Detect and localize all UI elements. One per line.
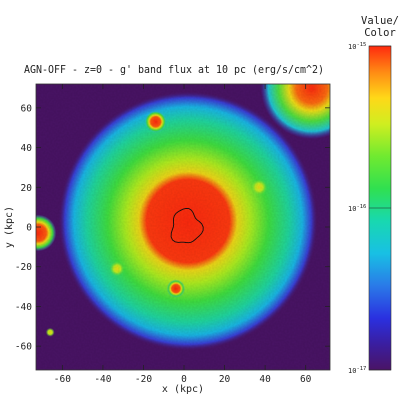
x-tick-label: -20	[135, 374, 152, 385]
plot-area	[36, 84, 330, 370]
colorbar-tick-label: 10-17	[348, 366, 366, 375]
x-tick-label: 20	[219, 374, 231, 385]
y-tick-label: 60	[21, 103, 33, 114]
colorbar-title-line2: Color	[364, 27, 396, 39]
y-axis: -60 -40 -20 0 20 40 60	[15, 103, 330, 353]
y-tick-label: 40	[21, 143, 33, 154]
x-tick-label: -40	[94, 374, 111, 385]
x-axis: -60 -40 -20 0 20 40 60	[54, 84, 312, 385]
x-tick-label: 0	[181, 374, 187, 385]
colorbar-tick-label: 10-15	[348, 42, 366, 51]
x-tick-label: 40	[259, 374, 271, 385]
y-tick-label: 20	[21, 183, 33, 194]
colorbar-tick-label: 10-16	[348, 204, 366, 213]
x-tick-label: -60	[54, 374, 71, 385]
chart-title: AGN-OFF - z=0 - g' band flux at 10 pc (e…	[24, 64, 324, 76]
x-axis-label: x (kpc)	[162, 384, 204, 395]
y-tick-label: -60	[15, 342, 32, 353]
colorbar: Value/ Color 10-15 10-16 10-17	[348, 15, 399, 375]
colorbar-title-line1: Value/	[361, 15, 399, 27]
x-tick-label: 60	[300, 374, 312, 385]
y-tick-label: 0	[26, 223, 32, 234]
noise-texture	[36, 84, 330, 370]
y-axis-label: y (kpc)	[4, 206, 15, 248]
y-tick-label: -20	[15, 262, 32, 273]
y-tick-label: -40	[15, 302, 32, 313]
